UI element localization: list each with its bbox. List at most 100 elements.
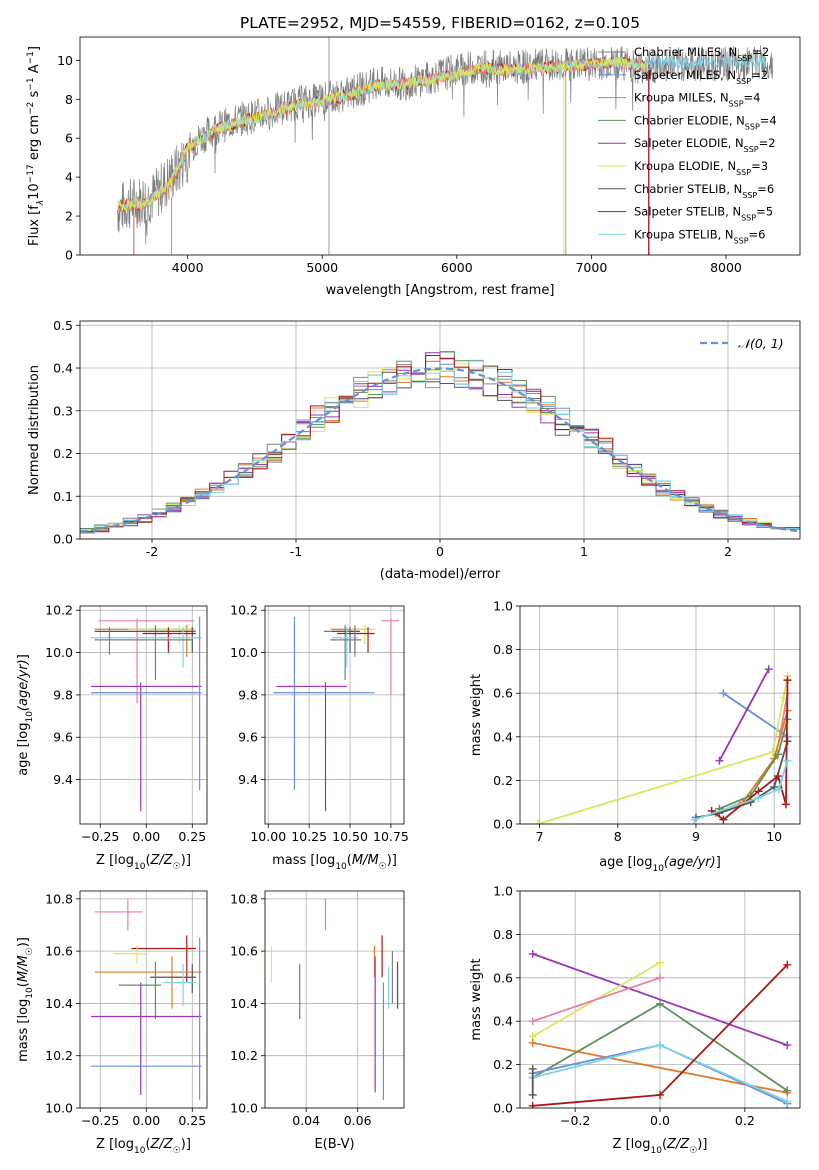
label-sub: 10 (25, 711, 35, 723)
label-part: ( (145, 1137, 150, 1152)
grid-lines (265, 606, 404, 824)
x-axis-label: mass [log10(M/M☉)] (272, 853, 397, 872)
y-tick-label: 6 (65, 131, 73, 146)
panel-residuals: -2 -1 0 1 2 0.0 0.1 0.2 0.3 0.4 0.5 (data-model)/er… (27, 318, 801, 582)
legend-label: Kroupa ELODIE, NSSP=3 (634, 159, 768, 177)
label-sub: 10 (134, 862, 146, 872)
label-part: Z [log (96, 853, 134, 868)
plot-area (270, 898, 399, 1101)
x-tick-label: -2 (146, 544, 158, 559)
grid-lines (80, 891, 207, 1109)
normal-curve (80, 367, 798, 533)
data-point (719, 815, 728, 824)
y-axis-label: mass weight (469, 958, 484, 1040)
y-tick-label: 10.2 (230, 603, 258, 618)
x-tick-label: 0.2 (735, 1113, 755, 1128)
y-tick-label: 9.8 (238, 687, 258, 702)
y-tick-label: 10 (57, 53, 73, 68)
x-tick-label: 10 (766, 829, 782, 844)
data-point (528, 949, 537, 958)
x-tick-label: 5000 (306, 260, 338, 275)
errorbar-point (113, 945, 147, 965)
x-tick-label: 10.00 (250, 829, 286, 844)
label-part: ] (716, 855, 721, 870)
data-point (656, 973, 664, 982)
data-point (719, 689, 728, 698)
label-sub: ☉ (379, 862, 387, 872)
data-point (528, 1038, 537, 1047)
plot-area (80, 351, 800, 534)
x-tick-label: 0.00 (132, 1113, 160, 1128)
label-sup: −17 (26, 164, 36, 183)
legend-sub: SSP (741, 213, 756, 222)
data-point (528, 1101, 537, 1108)
errorbar-point (381, 618, 400, 695)
errorbar-point (273, 616, 375, 791)
label-sub: ☉ (173, 862, 181, 872)
x-tick-label: 1 (580, 544, 588, 559)
residual-legend: 𝒩(0, 1) (700, 336, 784, 351)
data-point (783, 676, 792, 685)
label-part: Z/Z (150, 853, 174, 868)
axes-frame (79, 320, 801, 540)
y-tick-label: 0.4 (53, 361, 73, 376)
axes-frame (79, 605, 208, 825)
y-tick-label: 9.6 (53, 730, 73, 745)
label-part: ( (347, 853, 352, 868)
series-8 (690, 756, 792, 824)
label-part: M/M (16, 955, 31, 982)
y-tick-label: 10.4 (230, 996, 258, 1011)
series-line (718, 668, 770, 762)
data-point (528, 1090, 537, 1099)
x-tick-label: 0.0 (650, 1113, 670, 1128)
legend-sub: SSP (729, 99, 744, 108)
legend-text: =5 (756, 205, 773, 219)
model-spectrum (117, 56, 646, 213)
y-tick-label: 0.6 (493, 970, 513, 985)
y-tick-label: 0.8 (493, 642, 513, 657)
data-point (764, 665, 773, 674)
y-axis-label: Normed distribution (27, 365, 42, 495)
data-point (770, 782, 779, 791)
data-point (783, 960, 792, 969)
data-point (690, 815, 699, 824)
data-point (783, 1041, 792, 1050)
series-line (532, 953, 788, 1046)
label-part: ( (16, 982, 31, 987)
errorbar-point (332, 627, 359, 668)
legend-text: =4 (760, 113, 777, 127)
legend-label: Kroupa STELIB, NSSP=6 (634, 227, 765, 245)
series-8 (528, 960, 792, 1108)
x-tick-label: 0.04 (292, 1113, 320, 1128)
data-point (656, 999, 664, 1008)
y-tick-label: 0.0 (493, 817, 513, 832)
axes-frame (264, 605, 405, 825)
legend-label: Salpeter MILES, NSSP=2 (634, 68, 768, 86)
y-tick-label: 0.2 (53, 446, 73, 461)
x-tick-label: 4000 (172, 260, 204, 275)
data-point (783, 756, 792, 765)
label-sub: 10 (335, 862, 347, 872)
errorbar-point (98, 618, 195, 704)
label-part: ] (16, 654, 31, 659)
label-sub: ☉ (173, 1146, 181, 1156)
axes-frame (79, 36, 801, 256)
label-part: A (27, 64, 42, 77)
label-sup: −1 (26, 51, 36, 64)
x-tick-label: -1 (290, 544, 302, 559)
x-axis-label: Z [log10(Z/Z☉)] (613, 1137, 708, 1156)
legend-text: Kroupa STELIB, N (634, 227, 734, 241)
x-tick-label: −0.2 (560, 1113, 590, 1128)
plot-area (528, 949, 792, 1108)
legend-text: Chabrier STELIB, N (634, 182, 742, 196)
errorbar-point (91, 682, 202, 812)
label-part: )] (16, 937, 31, 947)
axes-frame (519, 605, 801, 825)
legend-label: Chabrier MILES, NSSP=2 (634, 45, 769, 63)
data-point (781, 800, 790, 809)
legend-text: Kroupa ELODIE, N (634, 159, 736, 173)
y-tick-label: 0.4 (493, 1014, 513, 1029)
errorbar-point (94, 898, 143, 931)
label-part: )] (697, 1137, 707, 1152)
x-tick-label: 0.25 (178, 829, 206, 844)
